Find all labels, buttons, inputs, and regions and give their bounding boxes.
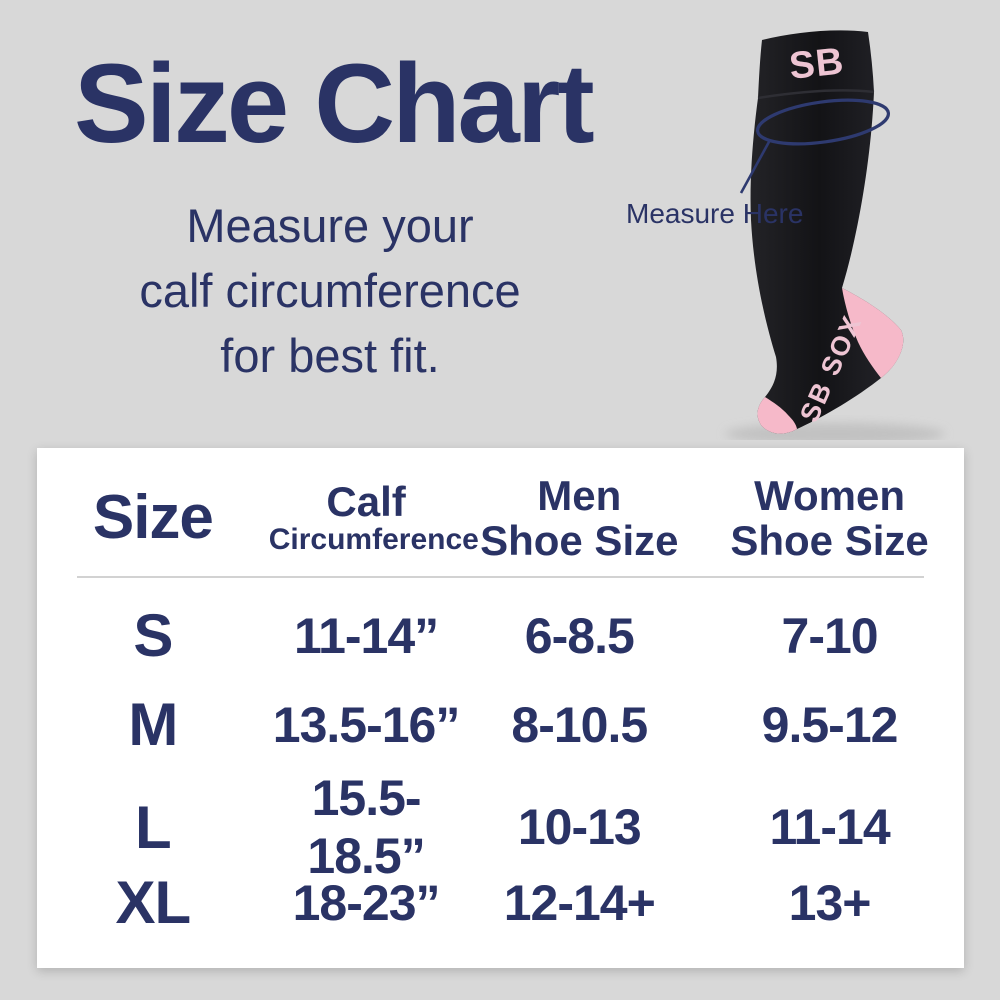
sock-heel	[842, 288, 904, 378]
cell-calf: 18-23”	[292, 874, 441, 931]
cell-size: S	[133, 602, 173, 669]
cell-calf: 13.5-16”	[272, 696, 461, 753]
cell-men: 8-10.5	[511, 696, 648, 753]
col-header-women-line2: Shoe Size	[730, 517, 929, 564]
size-table-card: Size Calf Circumference Men Shoe Size Wo…	[37, 448, 964, 968]
col-header-women: Women Shoe Size	[695, 471, 964, 564]
cell-women: 11-14	[769, 799, 891, 855]
page-title: Size Chart	[74, 41, 595, 166]
cell-women: 13+	[788, 874, 872, 931]
cell-calf: 15.5-18.5”	[307, 770, 425, 884]
col-header-calf-line2: Circumference	[268, 523, 479, 557]
sock-cuff-logo: SB	[787, 40, 846, 87]
table-body: S 11-14” 6-8.5 7-10 M 13.5-16” 8-10.5 9.…	[37, 578, 964, 947]
page-subtitle: Measure your calf circumference for best…	[139, 199, 521, 382]
col-header-calf-line1: Calf	[326, 478, 406, 526]
col-header-men-line1: Men	[537, 471, 622, 519]
table-row-m: M 13.5-16” 8-10.5 9.5-12	[37, 680, 964, 769]
cell-calf: 11-14”	[294, 607, 439, 664]
sock-illustration-svg: SB SB SOX	[725, 30, 945, 440]
sock-shadow	[725, 423, 945, 440]
measure-pointer-line	[739, 139, 772, 194]
cell-women: 7-10	[781, 607, 879, 664]
cell-size: XL	[115, 869, 192, 936]
cell-size: M	[128, 691, 178, 758]
sock-cuff-seam	[757, 89, 875, 100]
measure-ellipse	[755, 98, 891, 146]
col-header-men-line2: Shoe Size	[480, 517, 679, 564]
cell-women: 9.5-12	[761, 696, 899, 753]
cell-men: 12-14+	[503, 874, 656, 931]
col-header-calf: Calf Circumference	[268, 478, 479, 557]
table-row-xl: XL 18-23” 12-14+ 13+	[37, 858, 964, 947]
table-row-l: L 15.5-18.5” 10-13 11-14	[37, 769, 964, 884]
header-divider	[77, 576, 924, 578]
col-header-men: Men Shoe Size	[463, 471, 695, 564]
table-row-s: S 11-14” 6-8.5 7-10	[37, 591, 964, 680]
table-header-row: Size Calf Circumference Men Shoe Size Wo…	[37, 448, 964, 576]
col-header-women-line1: Women	[754, 471, 906, 519]
sock-toe	[757, 397, 797, 434]
cell-men: 10-13	[517, 799, 642, 855]
sock-illustration: SB SB SOX Measure Here	[590, 10, 970, 440]
col-header-size: Size	[92, 482, 214, 552]
cell-size: L	[135, 793, 172, 861]
measure-here-label: Measure Here	[626, 198, 804, 229]
cell-men: 6-8.5	[524, 607, 635, 664]
